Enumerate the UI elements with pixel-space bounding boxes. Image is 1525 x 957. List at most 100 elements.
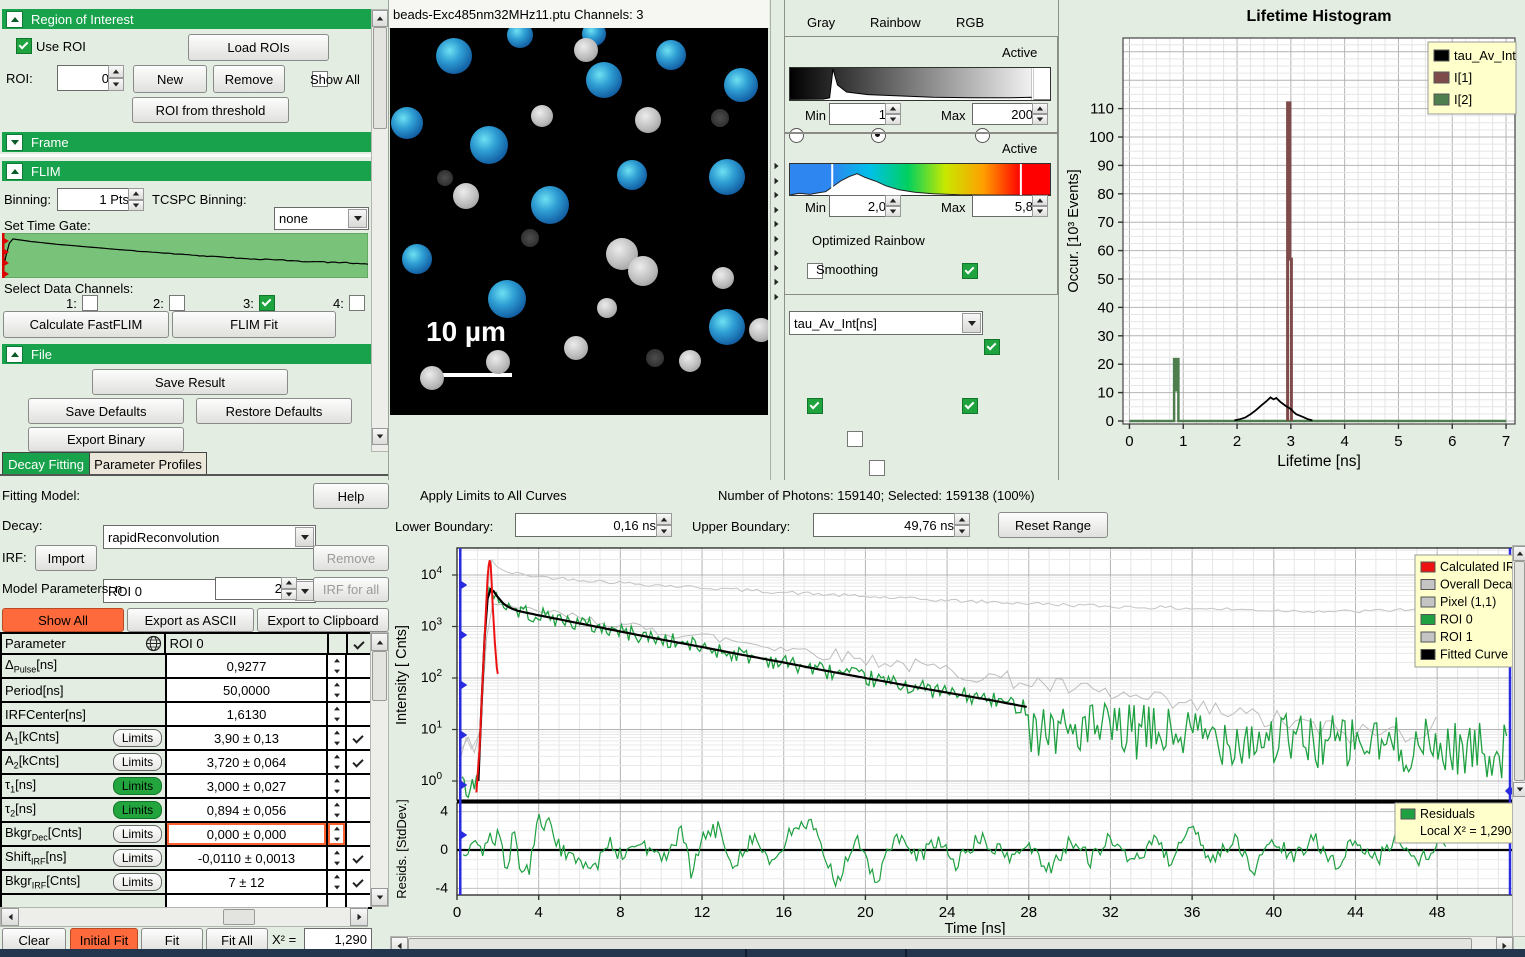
parameter-table-hscrollbar[interactable]	[0, 907, 368, 927]
spin-up-icon[interactable]	[885, 195, 901, 206]
frame-section-header[interactable]: Frame	[2, 132, 374, 152]
parameter-value[interactable]: 50,0000	[167, 679, 328, 701]
events-min-spinner[interactable]	[885, 103, 901, 125]
parameter-enabled-check[interactable]	[347, 871, 369, 893]
scroll-right-button[interactable]	[350, 908, 368, 926]
spin-down-icon[interactable]	[333, 762, 341, 773]
parameter-enabled-check[interactable]	[347, 799, 369, 821]
scrollbar-thumb[interactable]	[223, 909, 255, 925]
spin-down-icon[interactable]	[1032, 114, 1048, 125]
expand-panel-arrow-icon[interactable]	[774, 235, 779, 242]
irf-import-button[interactable]: Import	[35, 545, 97, 571]
lower-boundary-input[interactable]: 0,16 ns	[515, 513, 661, 537]
reset-range-button[interactable]: Reset Range	[998, 512, 1108, 538]
dropdown-arrow-icon[interactable]	[295, 527, 314, 547]
parameter-enabled-check[interactable]	[347, 727, 369, 749]
events-min-checkbox[interactable]	[806, 263, 823, 279]
scroll-down-button[interactable]	[371, 888, 388, 906]
load-rois-button[interactable]: Load ROIs	[188, 34, 329, 61]
binning-spinner[interactable]	[128, 188, 144, 211]
parameter-spinner[interactable]	[328, 823, 347, 845]
show-all-checkbox[interactable]	[311, 71, 328, 87]
time-gate-graph[interactable]	[1, 232, 369, 279]
events-max-input[interactable]: 200	[972, 103, 1038, 125]
flim-image[interactable]: 10 µm	[390, 28, 768, 415]
upper-boundary-input[interactable]: 49,76 ns	[813, 513, 959, 537]
limits-button[interactable]: Limits	[113, 825, 162, 843]
collapse-toggle-icon[interactable]	[6, 133, 23, 151]
parameter-value[interactable]: 0,000 ± 0,000	[167, 823, 328, 845]
spin-down-icon[interactable]	[333, 882, 341, 893]
spin-up-icon[interactable]	[333, 871, 341, 882]
lower-boundary-spinner[interactable]	[656, 513, 672, 537]
parameter-enabled-check[interactable]	[347, 775, 369, 797]
parameter-value[interactable]: 0,9277	[167, 655, 328, 677]
n-spinner[interactable]	[281, 577, 297, 600]
export-ascii-button[interactable]: Export as ASCII	[127, 608, 254, 632]
optimized-rainbow-checkbox[interactable]	[846, 431, 863, 447]
parameter-value[interactable]: -0,0110 ± 0,0013	[167, 847, 328, 869]
expand-panel-arrow-icon[interactable]	[774, 264, 779, 271]
parameter-spinner[interactable]	[328, 775, 347, 797]
calculate-fastflim-button[interactable]: Calculate FastFLIM	[3, 311, 169, 338]
roi-number-spinner[interactable]	[108, 65, 124, 91]
spin-up-icon[interactable]	[281, 577, 297, 589]
save-result-button[interactable]: Save Result	[92, 369, 288, 395]
parameter-value[interactable]: 0,894 ± 0,056	[167, 799, 328, 821]
tau-min-spinner[interactable]	[885, 195, 901, 217]
spin-down-icon[interactable]	[885, 206, 901, 217]
parameter-enabled-check[interactable]	[347, 703, 369, 725]
parameter-spinner[interactable]	[328, 703, 347, 725]
spin-down-icon[interactable]	[333, 690, 341, 701]
scroll-up-button[interactable]	[1513, 546, 1525, 561]
max-threshold-marker[interactable]	[1031, 66, 1034, 102]
use-roi-checkbox[interactable]	[16, 38, 32, 54]
tab-parameter-profiles[interactable]: Parameter Profiles	[89, 452, 207, 476]
remove-roi-button[interactable]: Remove	[213, 65, 285, 93]
initial-fit-button[interactable]: Initial Fit	[70, 928, 138, 952]
limits-button[interactable]: Limits	[113, 801, 162, 819]
binning-input[interactable]: 1 Pts	[57, 188, 134, 211]
n-input[interactable]: 2	[215, 577, 287, 600]
spin-up-icon[interactable]	[128, 188, 144, 200]
scrollbar-thumb[interactable]	[372, 651, 387, 701]
expand-panel-arrow-icon[interactable]	[774, 177, 779, 184]
spin-up-icon[interactable]	[333, 655, 341, 666]
parameter-value[interactable]: 3,000 ± 0,027	[167, 775, 328, 797]
parameter-enabled-check[interactable]	[347, 847, 369, 869]
tau-max-spinner[interactable]	[1032, 195, 1048, 217]
parameter-enabled-check[interactable]	[347, 823, 369, 845]
decay-plot-vscrollbar[interactable]	[1512, 545, 1525, 937]
spin-up-icon[interactable]	[333, 847, 341, 858]
parameter-value[interactable]: 1,6130	[167, 703, 328, 725]
scroll-down-button[interactable]	[1513, 782, 1525, 797]
spin-down-icon[interactable]	[1032, 206, 1048, 217]
show-all-parameters-button[interactable]: Show All	[2, 608, 124, 632]
scrollbar-thumb[interactable]	[1514, 561, 1525, 781]
spin-up-icon[interactable]	[333, 727, 341, 738]
parameter-enabled-check[interactable]	[347, 679, 369, 701]
spin-down-icon[interactable]	[333, 810, 341, 821]
tau-min-input[interactable]: 2,0	[829, 195, 891, 217]
rainbow-radio[interactable]	[870, 128, 886, 143]
parameter-table-scrollbar[interactable]	[370, 632, 389, 907]
decay-curve-chart[interactable]: 0 4 8 12 16 20 24 28 32 36 40 44 48 Time [ns] 100 101 10…	[390, 545, 1525, 937]
tau-min-checkbox[interactable]	[806, 398, 823, 414]
spin-down-icon[interactable]	[333, 834, 341, 845]
spin-down-icon[interactable]	[281, 588, 297, 600]
spin-down-icon[interactable]	[333, 666, 341, 677]
expand-panel-arrow-icon[interactable]	[774, 191, 779, 199]
expand-panel-arrow-icon[interactable]	[774, 293, 779, 300]
roi-number-input[interactable]: 0	[57, 65, 114, 91]
parameter-value[interactable]: 3,90 ± 0,13	[167, 727, 328, 749]
spin-down-icon[interactable]	[108, 78, 124, 91]
spin-down-icon[interactable]	[333, 786, 341, 797]
spin-up-icon[interactable]	[1032, 195, 1048, 206]
gray-radio[interactable]	[789, 128, 804, 143]
restore-defaults-button[interactable]: Restore Defaults	[196, 398, 352, 424]
fitting-model-select[interactable]: rapidReconvolution	[103, 525, 316, 549]
threshold-marker[interactable]	[1019, 163, 1022, 196]
time-gate-cursor[interactable]	[2, 233, 5, 278]
tcspc-binning-select[interactable]: none	[274, 207, 369, 230]
channel-2-checkbox[interactable]	[169, 295, 185, 311]
